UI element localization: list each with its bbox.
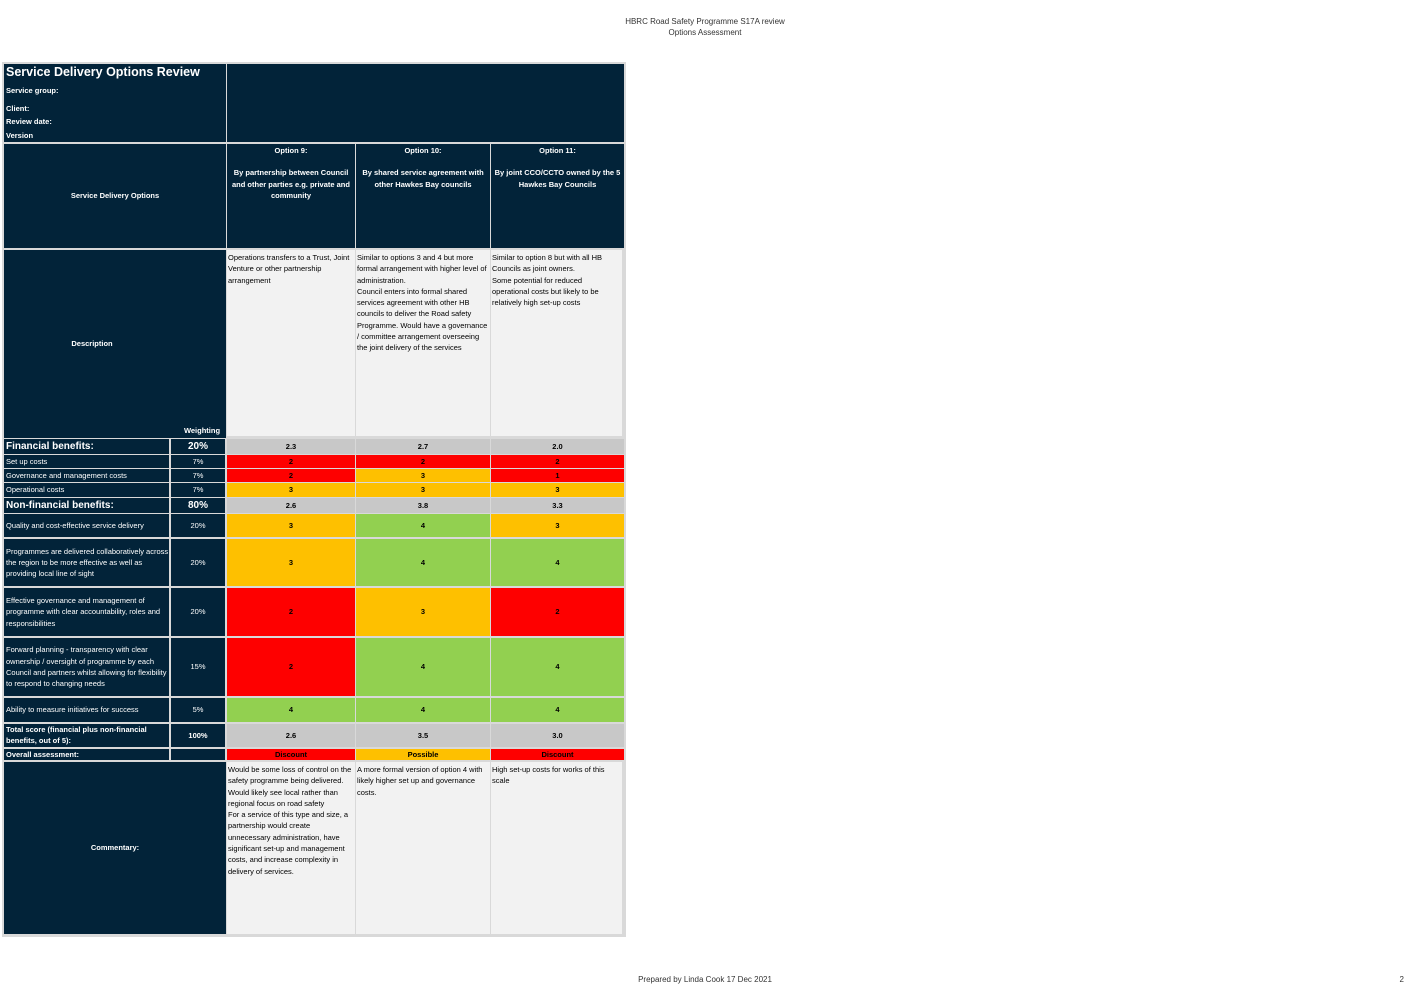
review-title: Service Delivery Options Review <box>6 65 200 79</box>
option-11-header: Option 11: By joint CCO/CCTO owned by th… <box>491 144 624 248</box>
header-title: HBRC Road Safety Programme S17A review <box>625 17 785 26</box>
overall-assessment-option-10: Possible <box>356 749 490 760</box>
forward-planning-weight: 15% <box>171 638 225 696</box>
option-10-description: Similar to options 3 and 4 but more form… <box>356 250 490 436</box>
financial-benefits-label: Financial benefits: <box>4 439 169 454</box>
total-score-option-11: 3.0 <box>491 724 624 747</box>
setup-costs-option-9: 2 <box>227 455 355 468</box>
collaborative-delivery-option-9: 3 <box>227 539 355 586</box>
non-financial-score-option-11: 3.3 <box>491 498 624 513</box>
total-score-weight: 100% <box>171 724 225 747</box>
footer-prepared-by: Prepared by Linda Cook 17 Dec 2021 <box>638 975 772 984</box>
page-header: HBRC Road Safety Programme S17A review O… <box>0 16 1410 38</box>
governance-costs-label: Governance and management costs <box>4 469 169 482</box>
title-block-blank <box>227 64 624 142</box>
forward-planning-option-10: 4 <box>356 638 490 696</box>
option-11-name: Option 11: <box>539 146 576 155</box>
forward-planning-label: Forward planning - transparency with cle… <box>4 638 169 696</box>
measure-success-option-9: 4 <box>227 698 355 722</box>
collaborative-delivery-option-10: 4 <box>356 539 490 586</box>
option-10-desc: By shared service agreement with other H… <box>362 168 484 189</box>
review-date-label: Review date: <box>6 117 52 127</box>
option-9-description: Operations transfers to a Trust, Joint V… <box>227 250 355 436</box>
quality-delivery-option-10: 4 <box>356 514 490 537</box>
option-9-header: Option 9: By partnership between Council… <box>227 144 355 248</box>
quality-delivery-label: Quality and cost-effective service deliv… <box>4 514 169 537</box>
option-11-desc: By joint CCO/CCTO owned by the 5 Hawkes … <box>494 168 621 189</box>
commentary-label: Commentary: <box>4 762 226 934</box>
weighting-label: Weighting <box>183 426 221 435</box>
operational-costs-option-11: 3 <box>491 483 624 497</box>
total-score-option-9: 2.6 <box>227 724 355 747</box>
collaborative-delivery-weight: 20% <box>171 539 225 586</box>
option-9-desc: By partnership between Council and other… <box>232 168 350 200</box>
option-11-commentary: High set-up costs for works of this scal… <box>491 762 622 934</box>
overall-assessment-option-11: Discount <box>491 749 624 760</box>
setup-costs-option-10: 2 <box>356 455 490 468</box>
setup-costs-option-11: 2 <box>491 455 624 468</box>
collaborative-delivery-label: Programmes are delivered collaboratively… <box>4 539 169 586</box>
option-11-description: Similar to option 8 but with all HB Coun… <box>491 250 622 436</box>
financial-benefits-weight: 20% <box>171 439 225 454</box>
governance-management-label: Effective governance and management of p… <box>4 588 169 636</box>
overall-assessment-label: Overall assessment: <box>4 749 169 760</box>
option-10-commentary: A more formal version of option 4 with l… <box>356 762 490 934</box>
quality-delivery-option-11: 3 <box>491 514 624 537</box>
total-score-label: Total score (financial plus non-financia… <box>4 724 169 747</box>
collaborative-delivery-option-11: 4 <box>491 539 624 586</box>
governance-management-option-10: 3 <box>356 588 490 636</box>
operational-costs-option-9: 3 <box>227 483 355 497</box>
measure-success-weight: 5% <box>171 698 225 722</box>
forward-planning-option-11: 4 <box>491 638 624 696</box>
quality-delivery-option-9: 3 <box>227 514 355 537</box>
option-10-header: Option 10: By shared service agreement w… <box>356 144 490 248</box>
title-block: Service Delivery Options Review Service … <box>4 64 226 142</box>
setup-costs-label: Set up costs <box>4 455 169 468</box>
quality-delivery-weight: 20% <box>171 514 225 537</box>
overall-assessment-option-9: Discount <box>227 749 355 760</box>
governance-costs-option-11: 1 <box>491 469 624 482</box>
governance-management-weight: 20% <box>171 588 225 636</box>
non-financial-benefits-weight: 80% <box>171 498 225 513</box>
option-10-name: Option 10: <box>404 146 442 155</box>
non-financial-score-option-9: 2.6 <box>227 498 355 513</box>
service-group-label: Service group: <box>6 86 59 95</box>
description-label: Description <box>71 339 113 348</box>
governance-costs-weight: 7% <box>171 469 225 482</box>
option-9-commentary: Would be some loss of control on the saf… <box>227 762 355 934</box>
description-label-cell: Description Weighting <box>4 250 226 438</box>
governance-costs-option-10: 3 <box>356 469 490 482</box>
option-9-name: Option 9: <box>274 146 308 155</box>
governance-management-option-11: 2 <box>491 588 624 636</box>
forward-planning-option-9: 2 <box>227 638 355 696</box>
setup-costs-weight: 7% <box>171 455 225 468</box>
header-subtitle: Options Assessment <box>668 28 742 37</box>
governance-costs-option-9: 2 <box>227 469 355 482</box>
non-financial-score-option-10: 3.8 <box>356 498 490 513</box>
version-label: Version <box>6 130 34 140</box>
service-delivery-options-label: Service Delivery Options <box>4 144 226 248</box>
measure-success-option-10: 4 <box>356 698 490 722</box>
financial-score-option-10: 2.7 <box>356 439 490 454</box>
operational-costs-weight: 7% <box>171 483 225 497</box>
client-label: Client: <box>6 103 30 113</box>
total-score-option-10: 3.5 <box>356 724 490 747</box>
measure-success-option-11: 4 <box>491 698 624 722</box>
governance-management-option-9: 2 <box>227 588 355 636</box>
measure-success-label: Ability to measure initiatives for succe… <box>4 698 169 722</box>
financial-score-option-11: 2.0 <box>491 439 624 454</box>
operational-costs-label: Operational costs <box>4 483 169 497</box>
overall-assessment-weight-blank <box>171 749 225 760</box>
non-financial-benefits-label: Non-financial benefits: <box>4 498 169 513</box>
financial-score-option-9: 2.3 <box>227 439 355 454</box>
page-number: 2 <box>1399 975 1404 984</box>
operational-costs-option-10: 3 <box>356 483 490 497</box>
